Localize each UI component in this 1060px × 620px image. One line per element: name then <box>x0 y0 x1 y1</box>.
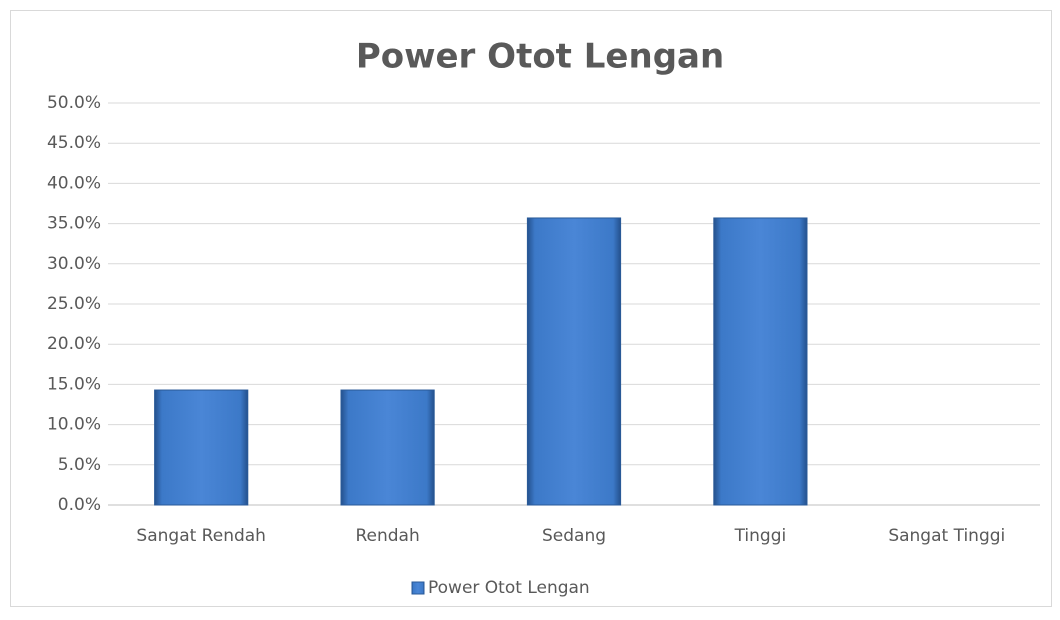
y-tick-label: 40.0% <box>47 173 101 193</box>
legend-label: Power Otot Lengan <box>428 578 590 598</box>
y-tick-label: 5.0% <box>58 455 101 475</box>
bar <box>154 389 249 506</box>
x-tick-label: Sedang <box>542 526 606 546</box>
x-tick-label: Sangat Rendah <box>136 526 266 546</box>
y-tick-label: 50.0% <box>47 93 101 113</box>
y-tick-label: 0.0% <box>58 495 101 515</box>
y-tick-label: 30.0% <box>47 254 101 274</box>
y-tick-label: 20.0% <box>47 334 101 354</box>
x-tick-label: Sangat Tinggi <box>888 526 1005 546</box>
legend-swatch <box>411 581 425 595</box>
y-tick-label: 15.0% <box>47 374 101 394</box>
x-tick-label: Rendah <box>355 526 419 546</box>
bar <box>713 217 808 506</box>
y-tick-label: 10.0% <box>47 415 101 435</box>
bar <box>340 389 435 506</box>
y-tick-label: 35.0% <box>47 214 101 234</box>
chart-title: Power Otot Lengan <box>356 37 724 77</box>
bar <box>526 217 622 506</box>
x-tick-label: Tinggi <box>734 526 787 546</box>
y-tick-label: 45.0% <box>47 133 101 153</box>
y-tick-label: 25.0% <box>47 294 101 314</box>
